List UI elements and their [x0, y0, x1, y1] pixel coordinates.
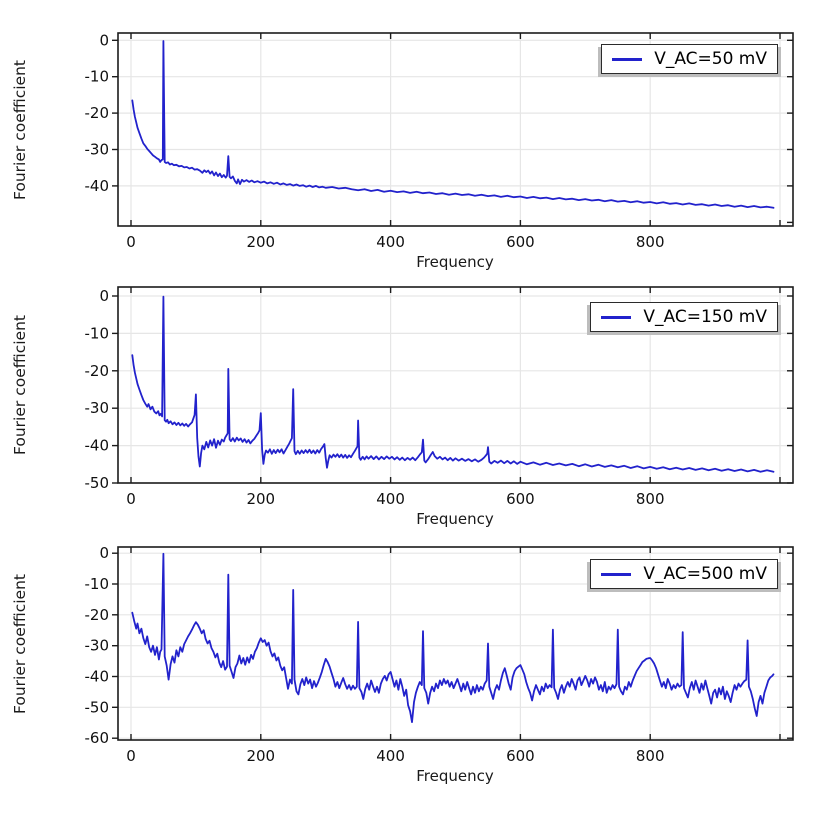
y-tick-label: -30 — [85, 141, 110, 159]
x-tick-label: 600 — [506, 747, 535, 765]
legend-line-sample — [601, 572, 632, 576]
y-tick-label: -50 — [85, 698, 110, 716]
y-tick-label: -20 — [85, 606, 110, 624]
legend-box: V_AC=500 mV — [590, 559, 778, 589]
x-tick-label: 800 — [636, 490, 665, 508]
legend-box: V_AC=150 mV — [590, 302, 778, 332]
x-tick-label: 800 — [636, 747, 665, 765]
y-tick-label: -50 — [85, 474, 110, 492]
x-tick-label: 200 — [246, 233, 275, 251]
x-tick-label: 600 — [506, 233, 535, 251]
legend-label: V_AC=500 mV — [643, 564, 767, 584]
y-tick-label: -10 — [85, 324, 110, 342]
y-tick-label: -40 — [85, 177, 110, 195]
subplot-vac-500mv: 0 200 400 600 800 0 -10 -20 -30 -40 -50 -60 Fourier… — [0, 545, 839, 817]
y-axis-label: Fourier coefficient — [11, 59, 29, 200]
y-tick-label: -30 — [85, 399, 110, 417]
y-axis-label: Fourier coefficient — [11, 573, 29, 714]
legend-label: V_AC=50 mV — [654, 49, 767, 69]
x-tick-label: 200 — [246, 747, 275, 765]
x-axis-label: Frequency — [416, 767, 494, 785]
series-line — [131, 552, 775, 724]
series-line — [131, 295, 775, 473]
plot-canvas-3: 0 200 400 600 800 0 -10 -20 -30 -40 -50 -60 — [85, 545, 794, 765]
y-tick-label: -10 — [85, 575, 110, 593]
plot-frame — [117, 32, 794, 227]
x-tick-label: 400 — [376, 747, 405, 765]
y-tick-label: -10 — [85, 68, 110, 86]
x-tick-label: 0 — [126, 233, 136, 251]
y-tick-label: -20 — [85, 104, 110, 122]
x-axis-label: Frequency — [416, 510, 494, 528]
plot-canvas-1: 0 200 400 600 800 0 -10 -20 -30 -40 — [85, 31, 794, 251]
y-tick-label: -40 — [85, 437, 110, 455]
x-tick-label: 0 — [126, 490, 136, 508]
y-tick-label: 0 — [99, 545, 109, 562]
x-tick-label: 0 — [126, 747, 136, 765]
y-axis-label: Fourier coefficient — [11, 315, 29, 455]
legend-line-sample — [601, 315, 632, 319]
plot-canvas-2: 0 200 400 600 800 0 -10 -20 -30 -40 -50 — [85, 286, 794, 508]
y-tick-label: -30 — [85, 637, 110, 655]
plot-frame — [117, 546, 794, 741]
y-tick-label: -20 — [85, 362, 110, 380]
y-tick-label: 0 — [99, 287, 109, 305]
y-tick-label: -40 — [85, 668, 110, 686]
x-tick-label: 400 — [376, 490, 405, 508]
x-tick-label: 800 — [636, 233, 665, 251]
series-line — [131, 40, 775, 209]
subplot-vac-50mv: 0 200 400 600 800 0 -10 -20 -30 -40 Fourier coeff… — [0, 0, 839, 272]
x-axis-label: Frequency — [416, 253, 494, 271]
legend-line-sample — [612, 57, 643, 61]
x-tick-label: 200 — [246, 490, 275, 508]
y-tick-label: -60 — [85, 729, 110, 747]
subplot-vac-150mv: 0 200 400 600 800 0 -10 -20 -30 -40 -50 Fourier co… — [0, 272, 839, 545]
legend-label: V_AC=150 mV — [643, 307, 767, 327]
y-tick-label: 0 — [99, 31, 109, 49]
plot-frame — [117, 286, 794, 484]
legend-box: V_AC=50 mV — [601, 44, 778, 74]
x-tick-label: 600 — [506, 490, 535, 508]
x-tick-label: 400 — [376, 233, 405, 251]
